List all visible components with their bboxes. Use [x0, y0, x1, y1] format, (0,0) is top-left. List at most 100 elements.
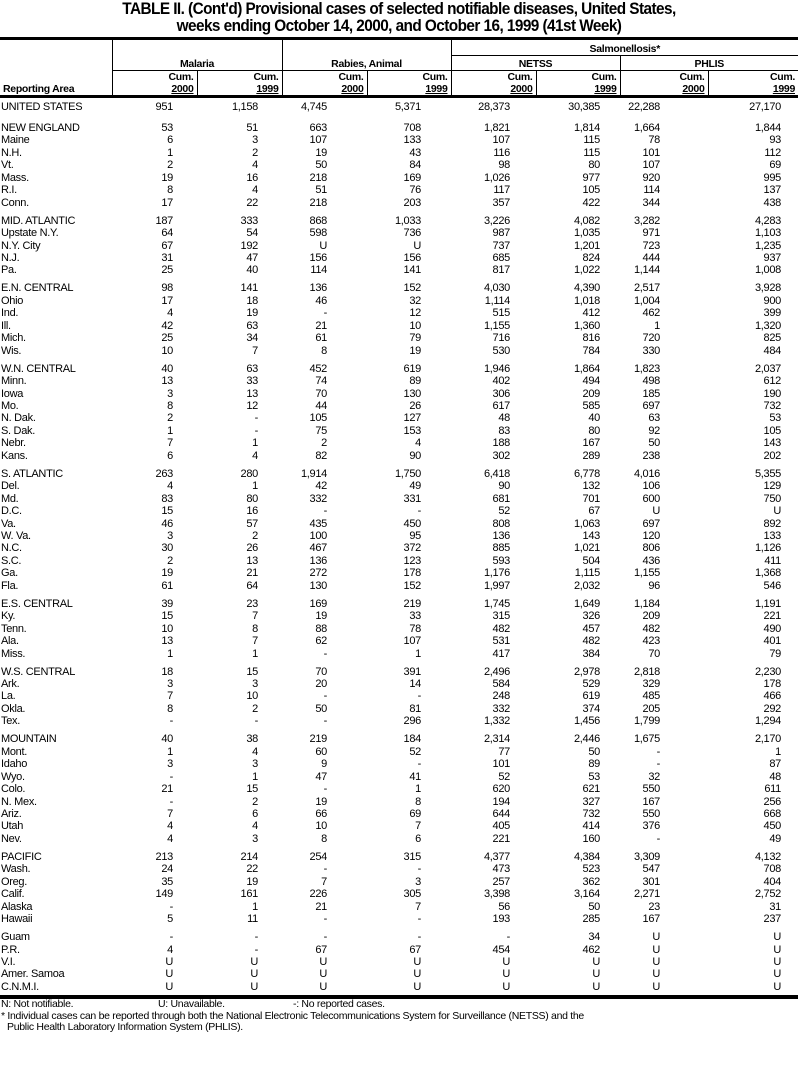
reporting-area-cell: Alaska	[1, 900, 33, 913]
value-cell: 21	[315, 900, 327, 913]
value-cell: U	[652, 980, 660, 993]
value-cell: 327	[582, 795, 601, 808]
table-row: Calif. 149 161 226 305 3,398 3,164 2,271 2,752	[0, 888, 798, 900]
value-cell: 920	[642, 171, 661, 184]
value-cell: 4	[167, 943, 173, 956]
reporting-area-cell: Idaho	[1, 758, 28, 771]
value-cell: 357	[492, 196, 511, 209]
value-cell: 178	[763, 677, 782, 690]
cum-label: Cum.	[679, 71, 705, 83]
value-cell: 15	[246, 665, 258, 678]
reporting-area-cell: Conn.	[1, 196, 29, 209]
value-cell: 1,649	[573, 597, 600, 610]
reporting-area-cell: Nev.	[1, 832, 22, 845]
value-cell: 192	[240, 239, 259, 252]
value-cell: U	[165, 956, 173, 968]
value-cell: 8	[321, 832, 327, 845]
reporting-area-cell: UNITED STATES	[1, 101, 83, 113]
value-cell: 593	[492, 554, 511, 567]
value-cell: 184	[403, 733, 422, 746]
value-cell: 2,230	[754, 665, 781, 678]
value-cell: 47	[246, 251, 258, 264]
value-cell: 34	[246, 332, 258, 345]
value-cell: 550	[642, 808, 661, 821]
value-cell: 736	[403, 227, 422, 240]
reporting-area-cell: Iowa	[1, 387, 24, 400]
value-cell: 1,021	[573, 542, 600, 555]
value-cell: 169	[403, 171, 422, 184]
value-cell: 83	[161, 492, 173, 505]
value-cell: 600	[642, 492, 661, 505]
value-cell: 2,314	[483, 733, 510, 746]
value-cell: 61	[161, 579, 173, 592]
reporting-area-cell: Ind.	[1, 307, 19, 320]
value-cell: 332	[492, 702, 511, 715]
reporting-area-cell: N.Y. City	[1, 239, 41, 252]
table-row: S. Dak. 1 - 75 153 83 80 92 105	[0, 425, 798, 437]
value-cell: 4,132	[754, 850, 781, 863]
value-cell: 2	[167, 554, 173, 567]
reporting-area-cell: Tex.	[1, 715, 20, 728]
value-cell: 362	[582, 875, 601, 888]
value-cell: 825	[763, 332, 782, 345]
value-cell: 2	[252, 146, 258, 159]
reporting-area-cell: V.I.	[1, 956, 16, 968]
value-cell: 619	[403, 362, 422, 375]
value-cell: 1,821	[483, 121, 510, 134]
reporting-area-cell: Okla.	[1, 702, 26, 715]
value-cell: -	[323, 715, 328, 728]
reporting-area-cell: N. Mex.	[1, 795, 37, 808]
value-cell: 152	[403, 579, 422, 592]
value-cell: 23	[648, 900, 660, 913]
value-cell: 296	[403, 715, 422, 728]
reporting-area-cell: Oreg.	[1, 875, 28, 888]
value-cell: -	[656, 832, 661, 845]
table-row: MID. ATLANTIC 187 333 868 1,033 3,226 4,082 3,2…	[0, 215, 798, 227]
table-row: E.S. CENTRAL 39 23 169 219 1,745 1,649 1,184 1,1…	[0, 598, 798, 610]
value-cell: 51	[246, 121, 258, 134]
year-label: 1999	[772, 83, 795, 95]
value-cell: -	[254, 943, 259, 956]
value-cell: 892	[763, 517, 782, 530]
value-cell: 48	[769, 770, 781, 783]
value-cell: 584	[492, 677, 511, 690]
reporting-area-cell: P.R.	[1, 943, 20, 956]
reporting-area-cell: W.S. CENTRAL	[1, 665, 76, 678]
value-cell: 41	[409, 770, 421, 783]
value-cell: 1,176	[483, 567, 510, 580]
value-cell: 3,398	[483, 888, 510, 901]
value-cell: 611	[764, 783, 781, 796]
table-row: Ill. 42 63 21 10 1,155 1,360 1 1,320	[0, 320, 798, 332]
value-cell: 376	[642, 820, 661, 833]
reporting-area-cell: Minn.	[1, 375, 27, 388]
value-cell: 117	[493, 184, 510, 197]
table-row: P.R. 4 - 67 67 454 462 U U	[0, 944, 798, 956]
value-cell: 384	[582, 647, 601, 660]
table-row: V.I. U U U U U U U U	[0, 956, 798, 968]
value-cell: 107	[403, 635, 422, 648]
value-cell: 4,082	[573, 214, 600, 227]
value-cell: 205	[642, 702, 661, 715]
value-cell: 132	[582, 480, 601, 493]
value-cell: 87	[769, 758, 781, 771]
footnote-line-1: * Individual cases can be reported throu…	[1, 1009, 584, 1022]
value-cell: 51	[315, 184, 327, 197]
note-no-reported: -: No reported cases.	[293, 998, 385, 1011]
value-cell: 106	[642, 480, 661, 493]
value-cell: 14	[409, 677, 421, 690]
value-cell: 8	[167, 399, 173, 412]
value-cell: 98	[161, 282, 173, 295]
value-cell: 1,799	[633, 715, 660, 728]
value-cell: 1	[167, 745, 173, 758]
table-row: MOUNTAIN 40 38 219 184 2,314 2,446 1,675 2,170	[0, 733, 798, 745]
value-cell: 5,371	[394, 101, 421, 113]
value-cell: 716	[492, 332, 511, 345]
value-cell: 70	[648, 647, 660, 660]
value-cell: -	[656, 745, 661, 758]
value-cell: 107	[642, 159, 661, 172]
value-cell: 219	[309, 733, 328, 746]
value-cell: 417	[492, 647, 511, 660]
value-cell: 272	[309, 567, 328, 580]
table-row: Hawaii 5 11 - - 193 285 167 237	[0, 913, 798, 925]
value-cell: 136	[309, 282, 328, 295]
